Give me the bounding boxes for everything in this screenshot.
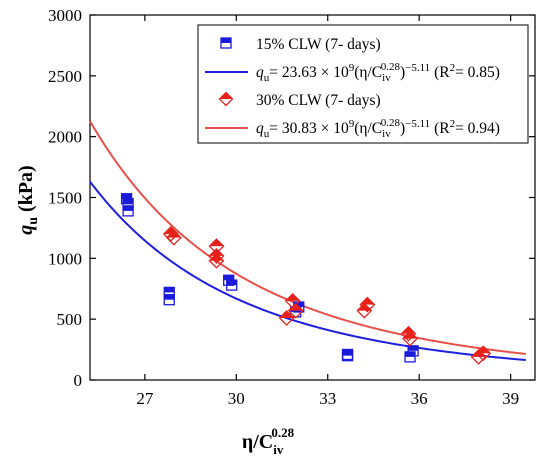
- fit-curve-0: [89, 181, 526, 362]
- point-square-fill: [223, 275, 234, 281]
- point-diamond-fill: [209, 248, 224, 256]
- point-diamond-fill: [166, 230, 181, 238]
- point-square: [122, 205, 134, 217]
- y-tick-label: 1000: [48, 249, 82, 268]
- point-square-fill: [121, 193, 132, 199]
- data-points: [120, 193, 492, 365]
- point-diamond: [208, 247, 225, 264]
- point-square-fill: [123, 198, 134, 204]
- x-tick-label: 27: [136, 389, 154, 408]
- point-diamond-fill: [288, 303, 303, 311]
- legend-marker-30: [218, 91, 234, 107]
- x-axis-title-sup: 0.28: [271, 425, 294, 440]
- point-diamond: [278, 310, 295, 326]
- point-square-fill: [123, 205, 134, 211]
- point-square-fill: [408, 345, 419, 351]
- point-square-fill: [164, 294, 175, 300]
- point-diamond-fill: [403, 331, 418, 339]
- point-diamond: [356, 302, 373, 319]
- legend-label-15: 15% CLW (7- days): [256, 36, 381, 53]
- point-square-fill: [226, 280, 237, 286]
- point-square: [226, 279, 238, 291]
- x-axis-title: η/Civ 0.28: [242, 425, 295, 457]
- fit-curve-1: [89, 120, 526, 355]
- point-diamond-fill: [471, 349, 486, 357]
- point-square: [404, 351, 416, 363]
- y-tick-label: 3000: [48, 6, 82, 25]
- point-diamond-fill: [285, 293, 300, 301]
- point-diamond-fill: [279, 310, 294, 318]
- point-diamond-fill: [209, 253, 224, 261]
- point-diamond: [402, 330, 418, 347]
- point-diamond: [208, 252, 225, 269]
- point-square-fill: [342, 350, 353, 356]
- legend: 15% CLW (7- days) qu= 23.63 × 109(η/Civ0…: [197, 24, 529, 144]
- x-tick-label: 33: [319, 389, 336, 408]
- point-diamond: [400, 325, 417, 342]
- x-tick-label: 39: [502, 389, 519, 408]
- point-square-fill: [293, 302, 304, 307]
- legend-formula-15: qu= 23.63 × 109(η/Civ0.28)−5.11 (R2= 0.8…: [256, 61, 500, 84]
- point-diamond: [165, 229, 182, 246]
- point-diamond: [287, 302, 304, 319]
- y-axis-title-unit: (kPa): [15, 165, 37, 217]
- x-tick-label: 30: [228, 389, 245, 408]
- point-diamond-fill: [401, 326, 416, 334]
- y-axis-title: qu (kPa): [15, 165, 41, 234]
- point-square-fill: [405, 351, 416, 357]
- x-axis-title-sub: iv: [273, 442, 284, 457]
- y-axis-title-main: q: [15, 225, 37, 235]
- y-axis-title-sub: u: [26, 217, 41, 225]
- y-tick-label: 500: [57, 310, 83, 329]
- y-tick-label: 1500: [48, 189, 82, 208]
- point-square: [341, 350, 354, 362]
- y-tick-label: 2000: [48, 128, 82, 147]
- point-diamond-fill: [357, 303, 372, 311]
- x-axis-title-main: η/C: [242, 431, 273, 453]
- point-diamond-fill: [360, 297, 375, 305]
- legend-marker-15: [220, 37, 232, 49]
- point-square: [163, 294, 175, 306]
- legend-box: [197, 24, 529, 144]
- legend-formula-30: qu= 30.83 × 109(η/Civ0.28)−5.11 (R2= 0.9…: [256, 117, 500, 140]
- x-tick-label: 36: [411, 389, 428, 408]
- point-diamond-fill: [209, 239, 224, 247]
- point-diamond: [470, 348, 487, 365]
- point-diamond: [359, 296, 376, 313]
- y-tick-label: 0: [74, 371, 83, 390]
- y-tick-label: 2500: [48, 67, 82, 86]
- y-axis: 0 500 1000 1500 2000 2500 3000: [48, 6, 535, 390]
- fit-curves: [89, 120, 526, 362]
- point-square-fill: [164, 287, 175, 293]
- legend-label-30: 30% CLW (7- days): [256, 92, 381, 109]
- x-axis: 27 30 33 36 39: [136, 15, 519, 408]
